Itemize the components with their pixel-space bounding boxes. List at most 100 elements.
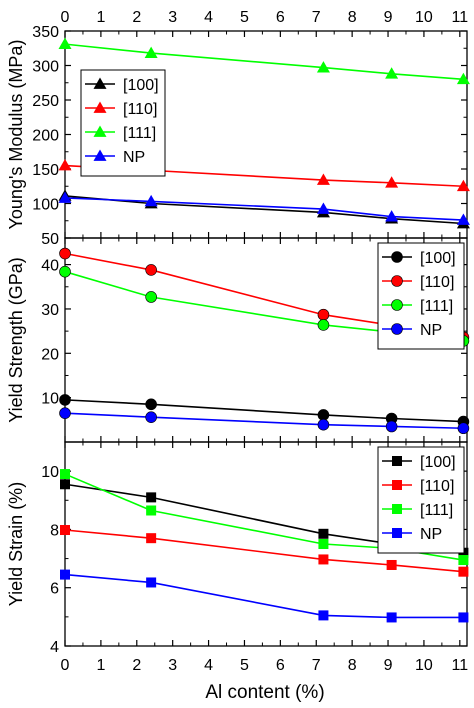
x-tick-label: 11 bbox=[452, 657, 469, 674]
data-point bbox=[317, 319, 330, 331]
y-tick-label: 150 bbox=[32, 162, 59, 179]
x-tick-label: 0 bbox=[61, 657, 70, 674]
x-tick-label-top: 10 bbox=[415, 9, 433, 26]
data-point bbox=[317, 418, 330, 431]
data-point bbox=[456, 213, 470, 225]
data-point bbox=[59, 247, 71, 260]
x-tick-label-top: 8 bbox=[348, 9, 357, 26]
legend-label: [111] bbox=[420, 298, 453, 315]
x-tick-label-top: 6 bbox=[276, 9, 285, 26]
legend-marker bbox=[93, 149, 107, 161]
legend-marker bbox=[391, 251, 403, 263]
x-tick-label-top: 1 bbox=[96, 9, 105, 26]
data-point bbox=[59, 407, 71, 419]
x-tick-label: 9 bbox=[384, 657, 393, 674]
y-tick-label: 250 bbox=[32, 93, 59, 110]
legend-marker bbox=[93, 77, 107, 89]
legend-marker bbox=[392, 504, 402, 514]
data-point bbox=[146, 505, 157, 516]
chart-panels: 50 100 150 200 250 300 350 Young's Modulus (MPa… bbox=[6, 24, 470, 656]
y-tick-label: 350 bbox=[32, 24, 59, 41]
data-point bbox=[59, 394, 71, 406]
data-point bbox=[318, 528, 329, 539]
x-tick-label: 5 bbox=[240, 657, 249, 674]
legend-marker bbox=[392, 528, 402, 538]
x-tick-label-top: 0 bbox=[61, 9, 70, 26]
data-point bbox=[456, 179, 470, 192]
data-point bbox=[317, 409, 330, 421]
data-point bbox=[58, 37, 72, 49]
data-point bbox=[385, 210, 399, 222]
data-point bbox=[60, 525, 70, 536]
legend-marker bbox=[93, 101, 107, 113]
legend-marker bbox=[392, 456, 402, 466]
x-tick-label-top: 4 bbox=[204, 9, 213, 26]
legend-marker bbox=[391, 275, 403, 287]
y-tick-label: 10 bbox=[41, 391, 59, 408]
series-line bbox=[64, 412, 464, 430]
series-line bbox=[64, 399, 464, 423]
y-tick-label: 100 bbox=[32, 197, 59, 214]
data-point bbox=[145, 398, 157, 411]
data-point bbox=[316, 173, 330, 185]
x-tick-label-top: 9 bbox=[384, 9, 393, 26]
data-point bbox=[145, 264, 157, 276]
x-tick-label-top: 7 bbox=[312, 9, 321, 26]
data-point bbox=[146, 533, 157, 544]
data-point bbox=[386, 559, 397, 570]
x-tick-label-top: 5 bbox=[240, 9, 249, 26]
data-point bbox=[146, 492, 157, 503]
y-tick-label: 200 bbox=[32, 128, 59, 145]
y-axis-label: Young's Modulus (MPa) bbox=[6, 40, 26, 230]
legend: [100] [110] [111] NP bbox=[377, 242, 465, 350]
data-point bbox=[60, 469, 70, 480]
x-tick-label-top: 11 bbox=[452, 9, 469, 26]
legend: [100] [110] [111] NP bbox=[80, 69, 166, 177]
data-point bbox=[458, 612, 469, 623]
legend-label: [110] bbox=[123, 101, 157, 118]
y-tick-label: 30 bbox=[41, 302, 59, 319]
x-tick-label-top: 2 bbox=[132, 9, 141, 26]
legend-label: [100] bbox=[420, 250, 456, 267]
legend-label: NP bbox=[420, 322, 442, 339]
y-tick-label: 8 bbox=[50, 522, 59, 539]
legend-label: [110] bbox=[420, 478, 454, 495]
legend-label: [111] bbox=[123, 125, 156, 142]
y-tick-label: 40 bbox=[41, 258, 59, 275]
y-tick-label: 300 bbox=[32, 59, 59, 76]
legend-label: NP bbox=[123, 149, 145, 166]
legend-marker bbox=[391, 323, 403, 335]
legend-marker bbox=[392, 480, 402, 490]
data-point bbox=[458, 566, 469, 577]
x-tick-label: 6 bbox=[276, 657, 285, 674]
legend-marker bbox=[391, 299, 403, 311]
x-tick-label: 2 bbox=[132, 657, 141, 674]
data-point bbox=[145, 411, 157, 423]
data-point bbox=[144, 194, 158, 207]
data-point bbox=[316, 202, 330, 214]
data-point bbox=[385, 420, 398, 433]
legend-label: NP bbox=[420, 526, 442, 543]
y-axis-label: Yield Strength (GPa) bbox=[6, 257, 26, 422]
y-tick-label: 50 bbox=[41, 231, 59, 248]
x-tick-label: 8 bbox=[348, 657, 357, 674]
chart-panel-1: 50 100 150 200 250 300 350 Young's Modulus (MPa… bbox=[6, 24, 470, 248]
legend-label: [100] bbox=[123, 77, 159, 94]
legend: [100] [110] [111] NP bbox=[377, 446, 465, 554]
legend-label: [110] bbox=[420, 274, 454, 291]
legend-marker bbox=[93, 125, 107, 137]
data-point bbox=[318, 610, 329, 621]
data-point bbox=[58, 159, 72, 171]
data-point bbox=[385, 176, 399, 188]
data-point bbox=[318, 539, 329, 549]
data-point bbox=[59, 265, 71, 278]
data-point bbox=[60, 479, 70, 490]
x-tick-label: 4 bbox=[204, 657, 213, 674]
y-tick-label: 6 bbox=[50, 581, 59, 598]
x-tick-label: 10 bbox=[415, 657, 433, 674]
data-point bbox=[457, 422, 470, 435]
data-point bbox=[385, 67, 399, 79]
series-line bbox=[64, 573, 464, 619]
